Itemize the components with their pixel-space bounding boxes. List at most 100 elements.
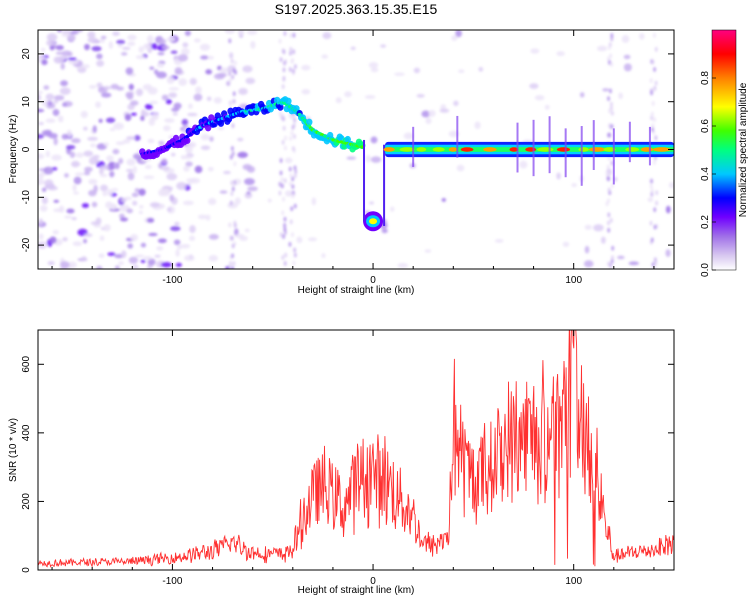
noise-blob [67,57,77,61]
noise-blob [617,255,625,260]
noise-blob [247,186,258,192]
noise-blob [364,95,376,99]
noise-blob [60,62,65,70]
streak-blob [231,253,235,259]
streak-blob [230,191,234,197]
flat-band-hotspot [399,147,415,152]
noise-blob [63,215,73,219]
noise-blob [41,187,47,193]
streak-blob [281,84,285,90]
streak-blob [289,32,293,38]
noise-blob [103,86,112,90]
streak-blob [230,235,234,241]
streak-blob [279,170,283,176]
streak-blob [282,125,286,131]
streak-blob [650,237,654,243]
noise-blob [38,94,42,102]
streak-blob [282,49,286,55]
noise-blob [52,229,59,235]
spectrogram-ridge [139,96,386,232]
noise-blob [43,85,50,90]
streak-blob [293,173,297,179]
noise-blob [55,51,65,55]
noise-blob [224,30,236,34]
noise-blob [596,45,608,52]
streak-blob [288,166,292,172]
noise-blob [54,95,65,101]
noise-blob [42,242,48,247]
noise-blob [83,150,94,157]
snr-ylabel: SNR (10 * v/v) [8,418,19,482]
noise-blob [380,44,387,48]
noise-blob [53,137,58,146]
streak-blob [290,58,294,64]
noise-blob [66,144,76,150]
noise-blob [579,92,585,98]
streak-blob [293,252,297,258]
streak-blob [290,206,294,212]
flat-band-spike [548,116,551,174]
noise-blob [122,139,131,144]
noise-blob [133,134,141,141]
streak-blob [291,193,295,199]
streak-blob [291,184,295,190]
noise-blob [115,141,125,146]
snr-xlabel: Height of straight line (km) [298,585,415,596]
noise-blob [172,112,178,116]
ridge-blob [184,137,191,145]
noise-blob [166,36,176,42]
noise-blob [184,255,195,262]
noise-blob [138,46,144,53]
noise-blob [166,76,175,85]
noise-blob [176,244,183,250]
streak-blob [651,262,655,268]
noise-blob [178,78,188,86]
noise-blob [234,233,245,238]
noise-blob [187,112,198,117]
streak-blob [231,74,235,80]
noise-blob [237,30,245,36]
streak-blob [282,234,286,240]
streak-blob [232,68,236,74]
noise-blob [188,103,193,109]
streak-blob [283,31,287,37]
streak-blob [282,76,286,82]
noise-blob [556,172,561,180]
noise-blob [81,256,87,261]
noise-blob [322,32,332,40]
spectrogram-xtick-label: 100 [565,275,582,286]
noise-blob [71,138,81,144]
spectrogram-ytick-label: -10 [21,190,32,205]
noise-blob [237,151,248,159]
flat-band-spike [456,115,459,158]
streak-blob [293,64,297,70]
ridge-blob [204,124,212,132]
noise-blob [101,92,112,98]
streak-blob [279,182,283,188]
noise-blob [144,103,153,110]
noise-blob [189,225,196,233]
noise-blob [183,165,190,172]
noise-blob [72,30,84,33]
noise-blob [127,34,137,41]
ridge-blob [306,118,313,126]
noise-blob [53,100,59,104]
streak-blob [607,132,611,138]
streak-blob [231,123,235,129]
noise-blob [59,261,70,268]
noise-blob [52,109,60,117]
noise-blob [301,89,311,95]
noise-blob [45,118,56,123]
flat-band-spike [648,126,651,166]
noise-blob [107,252,116,256]
noise-blob [207,55,214,60]
noise-blob [244,228,250,233]
noise-blob [41,59,48,66]
flat-band-spike [564,128,567,178]
noise-blob [311,197,317,206]
streak-blob [280,177,284,183]
noise-blob [451,35,458,41]
streak-blob [278,190,282,196]
streak-blob [284,252,288,258]
noise-blob [370,136,378,144]
